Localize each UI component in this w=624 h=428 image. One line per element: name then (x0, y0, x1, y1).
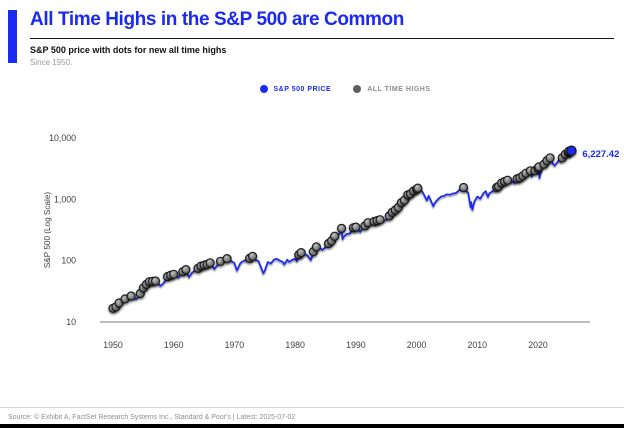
ath-dot (126, 291, 136, 301)
ath-dot (545, 153, 555, 163)
ath-dot (459, 182, 469, 193)
ath-dot (337, 223, 347, 233)
legend-item-all-time-highs: ALL TIME HIGHS (353, 85, 430, 93)
x-tick-label: 1950 (103, 340, 123, 350)
ath-dot (222, 254, 232, 264)
x-tick-label: 1980 (285, 340, 305, 350)
ath-dot (296, 248, 306, 258)
ath-dot (205, 258, 215, 268)
x-tick-label: 2000 (407, 340, 427, 350)
y-axis-title: S&P 500 (Log Scale) (43, 192, 52, 269)
y-tick-label: 10 (66, 317, 76, 327)
ath-dot (330, 231, 340, 241)
latest-dot (566, 145, 577, 156)
ath-dot (181, 265, 191, 275)
brand-accent-bar (8, 10, 17, 63)
x-tick-label: 1970 (225, 340, 245, 350)
all-time-highs-dot-icon (353, 85, 362, 93)
ath-dot (311, 242, 321, 252)
ath-dot (413, 183, 423, 193)
legend-label-all-time-highs: ALL TIME HIGHS (367, 85, 431, 93)
title-divider (30, 38, 614, 39)
ath-dot (248, 251, 258, 261)
ath-dot (150, 276, 161, 286)
x-tick-label: 1990 (346, 340, 366, 350)
x-tick-label: 2010 (467, 340, 487, 350)
bottom-brand-bar (0, 424, 624, 428)
y-tick-label: 10,000 (49, 133, 76, 143)
legend: S&P 500 PRICE ALL TIME HIGHS (100, 85, 590, 93)
x-tick-label: 2020 (528, 340, 548, 350)
chart-since-note: Since 1950. (30, 58, 73, 67)
footer-divider (0, 407, 624, 408)
ath-dot (503, 175, 513, 185)
y-tick-label: 1,000 (54, 194, 76, 204)
page-title: All Time Highs in the S&P 500 are Common (30, 9, 404, 30)
legend-item-sp500-price: S&P 500 PRICE (259, 85, 332, 93)
y-tick-label: 100 (61, 256, 76, 266)
source-attribution: Source: © Exhibit A, FactSet Research Sy… (8, 414, 296, 421)
ath-dot (169, 269, 179, 279)
sp500-price-dot-icon (259, 85, 268, 93)
latest-value-label: 6,227.42 (582, 149, 619, 160)
ath-dot (375, 215, 385, 225)
x-tick-label: 1960 (164, 340, 184, 350)
chart-subtitle: S&P 500 price with dots for new all time… (30, 45, 227, 55)
legend-label-sp500-price: S&P 500 PRICE (273, 85, 332, 93)
ath-dot (351, 222, 361, 232)
